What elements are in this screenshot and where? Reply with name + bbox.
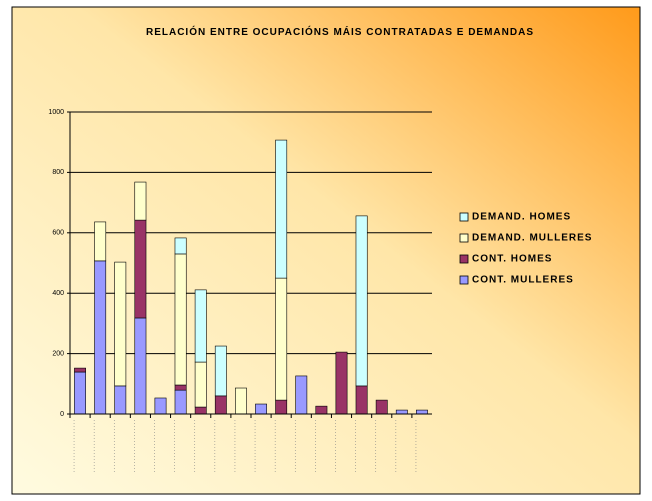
legend-label: CONT. HOMES bbox=[472, 254, 552, 265]
bar-segment bbox=[214, 395, 227, 415]
bar-segment bbox=[355, 215, 368, 387]
bar-segment bbox=[134, 219, 147, 319]
y-tick-label: 600 bbox=[52, 230, 64, 237]
legend-swatch bbox=[459, 233, 469, 243]
chart-title: RELACIÓN ENTRE OCUPACIÓNS MÁIS CONTRATAD… bbox=[145, 27, 534, 38]
bar-segment bbox=[134, 181, 147, 221]
bar-segment bbox=[275, 399, 288, 415]
y-tick-label: 400 bbox=[52, 290, 64, 297]
bar-segment bbox=[174, 389, 187, 415]
bar-segment bbox=[275, 277, 288, 401]
y-tick-label: 0 bbox=[60, 411, 64, 418]
bar-segment bbox=[174, 237, 187, 255]
bar-segment bbox=[355, 385, 368, 415]
bar-segment bbox=[114, 261, 127, 387]
bar-segment bbox=[174, 253, 187, 386]
legend-label: CONT. MULLERES bbox=[472, 275, 574, 286]
bar-segment bbox=[315, 405, 328, 415]
bar-segment bbox=[174, 384, 187, 391]
legend-swatch bbox=[459, 254, 469, 264]
legend-label: DEMAND. HOMES bbox=[472, 212, 571, 223]
bar-segment bbox=[114, 385, 127, 415]
legend-label: DEMAND. MULLERES bbox=[472, 233, 592, 244]
bar-segment bbox=[395, 409, 408, 415]
bar-segment bbox=[94, 221, 107, 262]
bar-segment bbox=[194, 361, 207, 408]
bar-segment bbox=[255, 403, 267, 415]
y-tick-label: 200 bbox=[52, 350, 64, 357]
y-tick-label: 1000 bbox=[48, 109, 64, 116]
bar-segment bbox=[94, 260, 107, 415]
bar-segment bbox=[416, 409, 428, 415]
bar-segment bbox=[74, 371, 86, 415]
bar-segment bbox=[214, 345, 227, 397]
legend-swatch bbox=[459, 275, 469, 285]
bar-segment bbox=[134, 317, 147, 415]
y-tick-label: 800 bbox=[52, 169, 64, 176]
bar-segment bbox=[295, 375, 308, 415]
bar-segment bbox=[194, 289, 207, 363]
bar-segment bbox=[194, 406, 207, 415]
legend-swatch bbox=[459, 212, 469, 222]
bar-segment bbox=[74, 367, 86, 373]
bar-segment bbox=[235, 387, 247, 415]
bar-segment bbox=[335, 351, 348, 415]
bar-segment bbox=[375, 399, 388, 415]
bar-segment bbox=[154, 397, 167, 415]
bar-segment bbox=[275, 139, 288, 279]
chart-frame bbox=[11, 6, 641, 495]
